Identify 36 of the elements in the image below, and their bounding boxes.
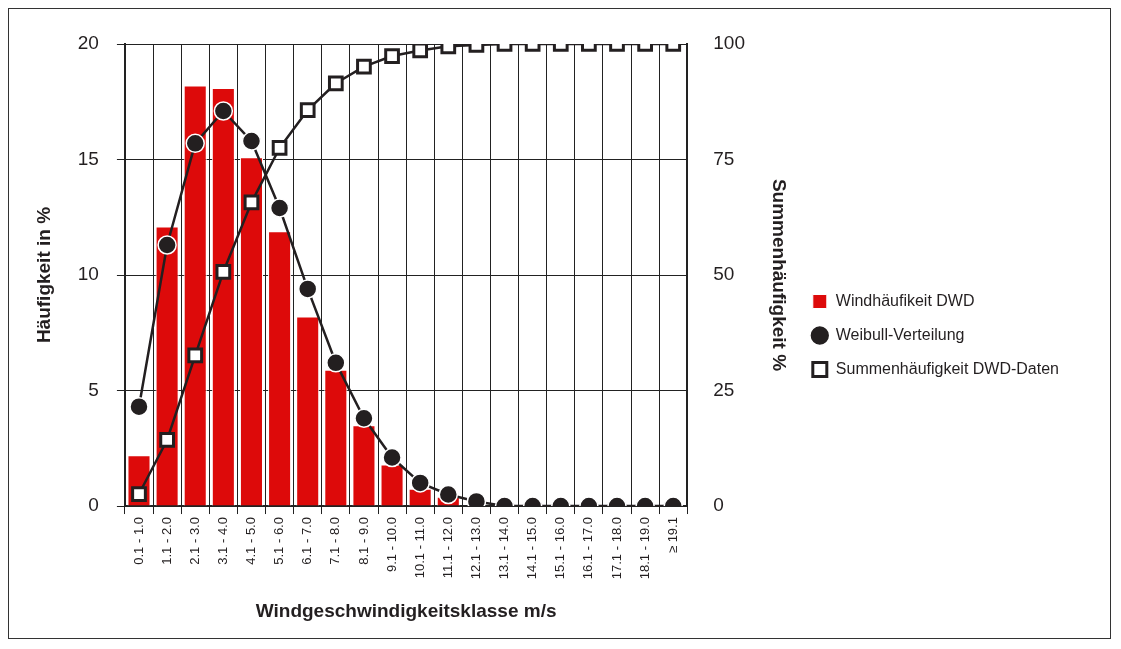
- x-tick-label: 2.1 - 3.0: [186, 517, 202, 565]
- y2-axis-title: Summenhäufigkeit %: [769, 178, 791, 372]
- x-tick-label: 1.1 - 2.0: [158, 517, 174, 565]
- x-tick-label: 7.1 - 8.0: [327, 517, 343, 565]
- x-tick-label: 17.1 - 18.0: [608, 517, 624, 580]
- x-tick-label: 6.1 - 7.0: [299, 517, 315, 565]
- x-tick-label: 5.1 - 6.0: [271, 517, 287, 565]
- x-tick-label: 10.1 - 11.0: [411, 517, 427, 579]
- x-tick-label: 16.1 - 17.0: [580, 517, 596, 580]
- y-tick-label: 15: [77, 147, 99, 169]
- y-tick-label: 5: [88, 378, 99, 400]
- legend-label: Windhäufikeit DWD: [835, 291, 975, 309]
- x-tick-label: 3.1 - 4.0: [214, 517, 230, 565]
- y2-tick-label: 0: [713, 494, 724, 516]
- x-tick-label: 9.1 - 10.0: [383, 517, 399, 572]
- y2-tick-label: 100: [713, 32, 746, 54]
- x-tick-label: 14.1 - 15.0: [524, 517, 540, 580]
- x-tick-label: 0.1 - 1.0: [130, 517, 146, 565]
- x-tick-label: 13.1 - 14.0: [496, 517, 512, 580]
- y2-tick-label: 25: [713, 378, 735, 400]
- legend-label: Weibull-Verteilung: [835, 325, 965, 343]
- x-tick-label: 11.1 - 12.0: [439, 517, 455, 579]
- y2-tick-label: 75: [713, 147, 735, 169]
- y-tick-label: 10: [77, 263, 99, 285]
- y-axis-title: Häufigkeit in %: [32, 206, 54, 344]
- x-tick-label: 4.1 - 5.0: [243, 517, 259, 565]
- x-axis-title: Windgeschwindigkeitsklasse m/s: [255, 599, 557, 621]
- y-tick-label: 0: [88, 494, 99, 516]
- x-tick-label: 15.1 - 16.0: [552, 517, 568, 580]
- x-tick-label: 8.1 - 9.0: [355, 517, 371, 565]
- x-tick-label: 12.1 - 13.0: [467, 517, 483, 580]
- x-tick-label: 18.1 - 19.0: [636, 517, 652, 580]
- legend-label: Summenhäufigkeit DWD-Daten: [835, 359, 1060, 377]
- y2-tick-label: 50: [713, 263, 735, 285]
- x-tick-label: ≥ 19.1: [664, 517, 680, 554]
- y-tick-label: 20: [77, 32, 99, 54]
